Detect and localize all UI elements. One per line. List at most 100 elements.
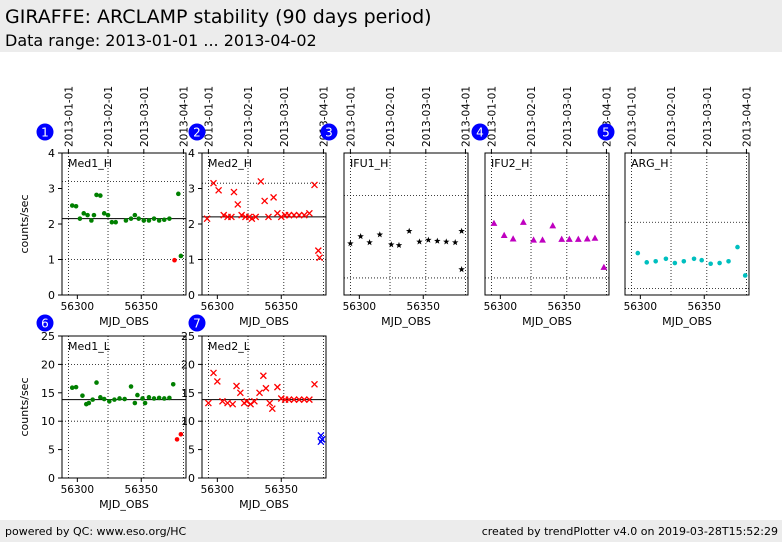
data-point	[672, 260, 678, 266]
data-point	[591, 234, 599, 241]
data-point	[146, 395, 152, 400]
data-point	[735, 244, 740, 250]
x-tick-label: 56300	[201, 484, 234, 496]
data-point	[268, 405, 276, 413]
data-point	[265, 213, 272, 221]
data-point	[224, 399, 232, 407]
data-point	[549, 222, 557, 229]
panel-number: 7	[193, 317, 201, 331]
data-point	[300, 396, 308, 404]
y-tick-label: 1	[48, 254, 55, 267]
y-tick-label: 25	[181, 330, 195, 343]
date-tick-label: 2013-01-01	[626, 86, 638, 147]
data-point	[136, 216, 142, 221]
data-point	[230, 188, 238, 196]
data-point	[285, 396, 293, 404]
plot-frame	[61, 335, 187, 479]
date-tick-label: 2013-04-01	[741, 86, 753, 147]
y-tick-label: 0	[48, 289, 55, 302]
data-point	[105, 212, 111, 218]
data-point	[726, 258, 731, 264]
data-point	[112, 397, 117, 402]
data-point	[69, 203, 75, 208]
data-point	[644, 260, 650, 265]
x-tick-label: 56300	[343, 301, 376, 313]
data-point	[215, 186, 223, 194]
plot-frame	[343, 152, 469, 296]
chart-panel-3: IFU1_H 56300 56350 MJD_OBS 2013-01-01 2013-02…	[320, 86, 472, 328]
data-point	[434, 237, 441, 244]
y-tick-label: 25	[41, 330, 55, 343]
y-tick-label: 0	[188, 289, 195, 302]
x-axis-label: MJD_OBS	[239, 315, 289, 328]
data-point	[101, 211, 107, 216]
date-tick-label: 2013-01-01	[486, 86, 498, 147]
data-point	[565, 235, 573, 242]
chart-panel-6: Med1_L 0 5 10 15 20 25 56300 56350 MJD_OBS counts/…	[18, 314, 187, 511]
date-tick-label: 2013-02-01	[666, 86, 678, 147]
plot-frame	[61, 152, 187, 296]
data-point	[270, 193, 278, 201]
x-axis-label: MJD_OBS	[239, 498, 289, 511]
data-point	[635, 250, 641, 256]
data-point	[117, 396, 122, 401]
panel-label: IFU2_H	[491, 157, 529, 170]
data-point	[416, 238, 423, 245]
data-point	[73, 384, 79, 390]
data-point	[295, 211, 303, 219]
data-point	[91, 212, 97, 218]
data-point	[213, 377, 221, 385]
data-point	[663, 256, 669, 262]
data-point	[509, 235, 517, 242]
panel-number: 6	[41, 317, 49, 331]
data-point	[77, 216, 83, 221]
date-tick-label: 2013-04-01	[178, 86, 190, 147]
data-point	[227, 213, 235, 221]
data-point	[451, 239, 459, 246]
data-point	[204, 399, 212, 407]
data-point	[243, 397, 251, 405]
data-point	[500, 231, 508, 238]
data-point	[277, 395, 285, 402]
x-axis-label: MJD_OBS	[99, 498, 149, 511]
y-tick-label: 3	[48, 183, 55, 196]
x-tick-label: 56300	[61, 484, 94, 496]
panel-label: ARG_H	[631, 157, 668, 170]
date-tick-label: 2013-04-01	[460, 86, 472, 147]
data-point	[311, 380, 318, 388]
plot-frame	[201, 335, 327, 479]
data-point	[167, 216, 172, 221]
x-axis-label: MJD_OBS	[99, 315, 149, 328]
x-tick-label: 56350	[265, 484, 298, 496]
chart-panel-2: Med2_H 0 1 2 3 4 56300 56350 MJD_OBS 2013-01-01 20…	[188, 86, 330, 328]
data-point	[261, 197, 269, 205]
data-point	[247, 400, 255, 408]
data-point	[146, 218, 152, 223]
data-point	[317, 438, 325, 446]
data-point	[156, 395, 162, 401]
data-point	[490, 219, 498, 226]
data-point	[81, 211, 87, 216]
y-tick-label: 20	[41, 358, 55, 371]
data-point	[210, 369, 217, 377]
data-point	[98, 395, 103, 400]
data-point	[167, 395, 172, 401]
data-point	[161, 217, 167, 223]
data-point	[519, 218, 527, 225]
y-tick-label: 3	[188, 183, 195, 196]
data-point	[305, 396, 313, 404]
data-point	[395, 241, 403, 249]
data-point	[600, 263, 608, 270]
data-point	[220, 211, 228, 219]
page-subtitle: Data range: 2013-01-01 ... 2013-04-02	[5, 31, 317, 50]
data-point	[717, 260, 722, 266]
data-point	[132, 400, 138, 406]
plot-frame	[484, 152, 610, 296]
x-tick-label: 56300	[624, 301, 657, 313]
date-tick-label: 2013-02-01	[385, 86, 397, 147]
data-point	[128, 216, 134, 221]
data-point	[458, 266, 465, 273]
data-point	[172, 257, 177, 263]
data-point	[443, 238, 450, 245]
